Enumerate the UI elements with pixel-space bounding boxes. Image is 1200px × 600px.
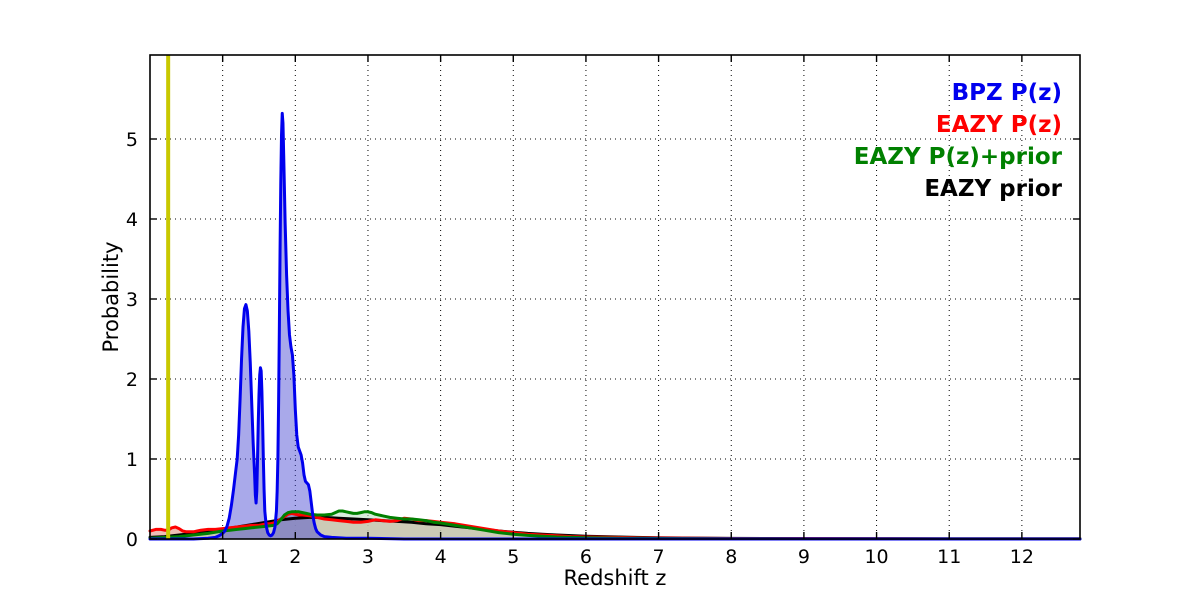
y-tick-label: 1: [126, 449, 138, 471]
series-fills: [150, 113, 1080, 540]
plot-background: [150, 55, 1080, 539]
legend-entry-3: EAZY P(z)+prior: [854, 144, 1063, 170]
series-line: [148, 111, 1082, 541]
x-tick-label: 4: [435, 546, 447, 568]
y-axis-label: Probability: [99, 241, 123, 352]
series-fill: [150, 511, 1080, 539]
legend-entry-2: EAZY P(z): [936, 112, 1062, 138]
y-tick-label: 3: [126, 289, 138, 311]
x-axis-label: Redshift z: [564, 566, 667, 590]
x-tick-label: 7: [653, 546, 665, 568]
x-tick-label: 3: [362, 546, 374, 568]
y-tick-label: 5: [126, 129, 138, 151]
series-line: [148, 509, 1082, 541]
y-tick-labels: 0 1 2 3 4 5: [126, 129, 138, 551]
x-tick-label: 6: [580, 546, 592, 568]
x-tick-label: 11: [937, 546, 961, 568]
x-tick-label: 2: [289, 546, 301, 568]
axes-frame: [149, 54, 1081, 540]
x-tick-labels: 1 2 3 4 5 6 7 8 9 10 11 12: [217, 546, 1034, 568]
legend-entry-1: BPZ P(z): [952, 80, 1062, 106]
x-tick-label: 1: [217, 546, 229, 568]
y-tick-label: 0: [126, 529, 138, 551]
x-tick-label: 8: [725, 546, 737, 568]
x-tick-label: 12: [1010, 546, 1034, 568]
y-tick-label: 2: [126, 369, 138, 391]
x-tick-label: 10: [864, 546, 888, 568]
series-curves: [148, 111, 1082, 541]
x-tick-label: 5: [507, 546, 519, 568]
y-tick-label: 4: [126, 209, 138, 231]
legend-entry-4: EAZY prior: [924, 176, 1062, 202]
legend: BPZ P(z) EAZY P(z) EAZY P(z)+prior EAZY pri…: [854, 80, 1063, 202]
axis-ticks: [150, 55, 1080, 540]
grid-lines: [150, 55, 1080, 539]
series-fill: [150, 113, 1080, 540]
x-tick-label: 9: [798, 546, 810, 568]
